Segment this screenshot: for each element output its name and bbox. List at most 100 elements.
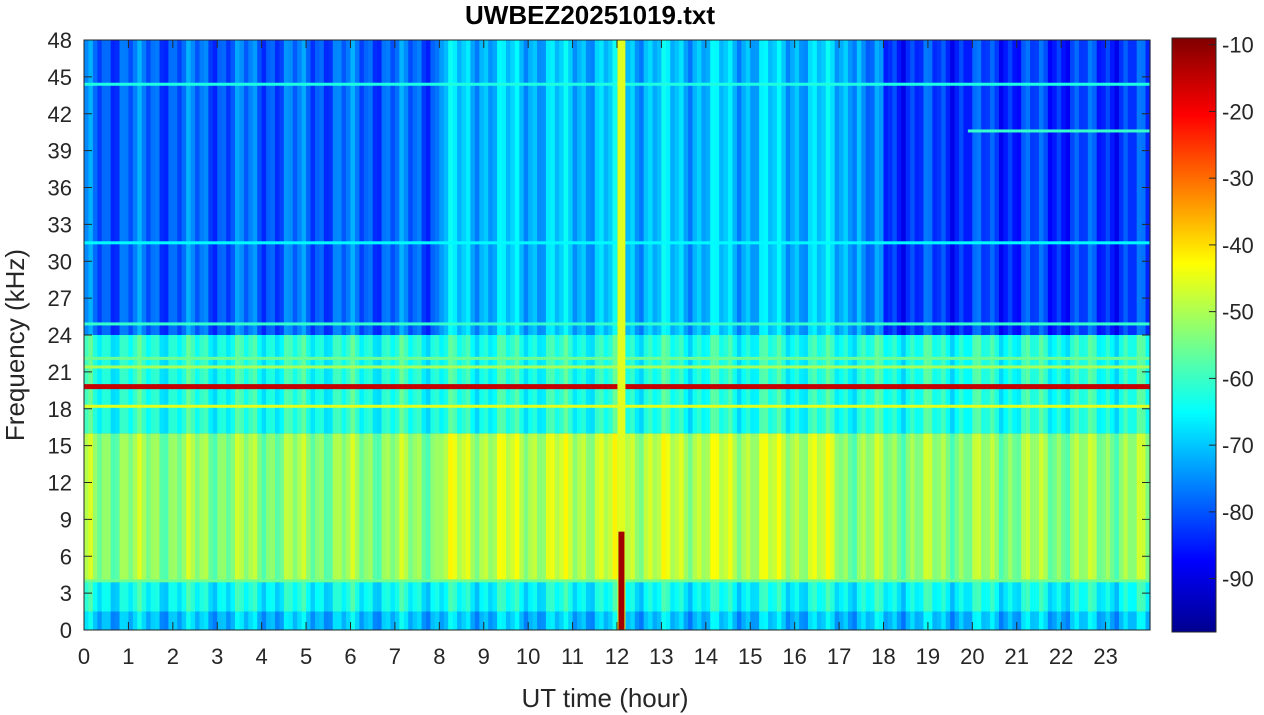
band-cell: [1025, 580, 1031, 612]
band-cell: [807, 40, 814, 335]
band-cell: [959, 580, 965, 612]
band-cell: [852, 611, 858, 630]
band-cell: [785, 40, 791, 335]
x-tick-label: 15: [738, 644, 762, 669]
band-cell: [874, 611, 880, 630]
band-cell: [497, 611, 503, 630]
band-cell: [1034, 433, 1040, 581]
y-tick-label: 39: [48, 139, 72, 164]
band-cell: [981, 40, 987, 335]
band-cell: [759, 433, 765, 581]
band-cell: [181, 40, 187, 335]
band-cell: [386, 433, 392, 581]
band-cell: [914, 433, 920, 581]
band-cell: [688, 580, 694, 612]
band-cell: [732, 580, 738, 612]
band-cell: [1132, 433, 1138, 581]
band-cell: [1056, 433, 1062, 581]
band-cell: [381, 40, 387, 335]
plot-area: [83, 39, 1151, 631]
band-cell: [177, 580, 183, 612]
band-cell: [1025, 433, 1031, 581]
band-cell: [1003, 580, 1009, 612]
band-cell: [568, 580, 574, 612]
band-cell: [887, 580, 893, 612]
band-cell: [794, 433, 800, 581]
band-cell: [883, 40, 889, 335]
band-cell: [132, 40, 138, 335]
band-cell: [674, 580, 680, 612]
band-cell: [412, 40, 418, 335]
band-cell: [452, 433, 458, 581]
band-cell: [403, 611, 409, 630]
band-cell: [137, 580, 143, 612]
band-cell: [705, 580, 711, 612]
band-cell: [181, 433, 187, 581]
band-cell: [443, 40, 449, 335]
band-cell: [1070, 611, 1076, 630]
band-cell: [390, 433, 396, 581]
band-cell: [377, 580, 383, 612]
band-cell: [541, 611, 547, 630]
band-cell: [932, 580, 938, 612]
band-cell: [163, 611, 169, 630]
band-cell: [186, 611, 192, 630]
band-cell: [625, 580, 631, 612]
band-cell: [235, 433, 241, 581]
band-cell: [768, 580, 774, 612]
band-cell: [221, 611, 227, 630]
band-cell: [288, 611, 294, 630]
band-cell: [754, 40, 760, 335]
band-cell: [163, 580, 169, 612]
band-cell: [990, 580, 996, 612]
band-cell: [643, 40, 649, 335]
band-cell: [514, 40, 520, 335]
band-cell: [1034, 611, 1040, 630]
band-cell: [306, 611, 312, 630]
band-cell: [750, 40, 756, 335]
band-cell: [346, 40, 352, 335]
band-cell: [239, 580, 245, 612]
band-cell: [488, 40, 494, 335]
colorbar-ticks: -10 -20 -30 -40 -50 -60 -70 -80 -90: [1209, 33, 1254, 592]
band-cell: [84, 433, 90, 581]
x-tick-label: 5: [300, 644, 312, 669]
band-cell: [97, 580, 103, 612]
band-cell: [221, 433, 227, 581]
band-cell: [892, 580, 898, 612]
band-cell: [754, 580, 760, 612]
band-cell: [1052, 580, 1058, 612]
colorbar: -10 -20 -30 -40 -50 -60 -70 -80 -90: [1171, 33, 1254, 633]
band-cell: [252, 611, 258, 630]
band-cell: [759, 611, 765, 630]
band-cell: [368, 433, 374, 581]
band-cell: [923, 433, 929, 581]
band-cell: [550, 611, 556, 630]
band-cell: [754, 433, 760, 581]
band-cell: [954, 40, 960, 335]
band-cell: [1021, 433, 1027, 581]
band-cell: [212, 433, 218, 581]
band-cell: [896, 611, 902, 630]
band-cell: [692, 611, 698, 630]
band-cell: [790, 580, 796, 612]
band-cell: [688, 40, 694, 335]
band-cell: [608, 40, 614, 335]
band-cell: [497, 580, 503, 612]
band-cell: [257, 40, 263, 335]
band-cell: [990, 611, 996, 630]
band-cell: [719, 611, 725, 630]
band-cell: [448, 580, 454, 612]
band-cell: [1038, 433, 1044, 581]
band-cell: [288, 580, 294, 612]
band-cell: [532, 433, 538, 581]
band-cell: [1110, 580, 1116, 612]
band-cell: [319, 40, 325, 335]
band-cell: [998, 611, 1005, 630]
band-cell: [892, 40, 898, 335]
band-cell: [696, 433, 702, 581]
band-cell: [314, 611, 321, 630]
band-cell: [701, 40, 707, 335]
band-cell: [830, 433, 836, 581]
band-cell: [479, 580, 485, 612]
